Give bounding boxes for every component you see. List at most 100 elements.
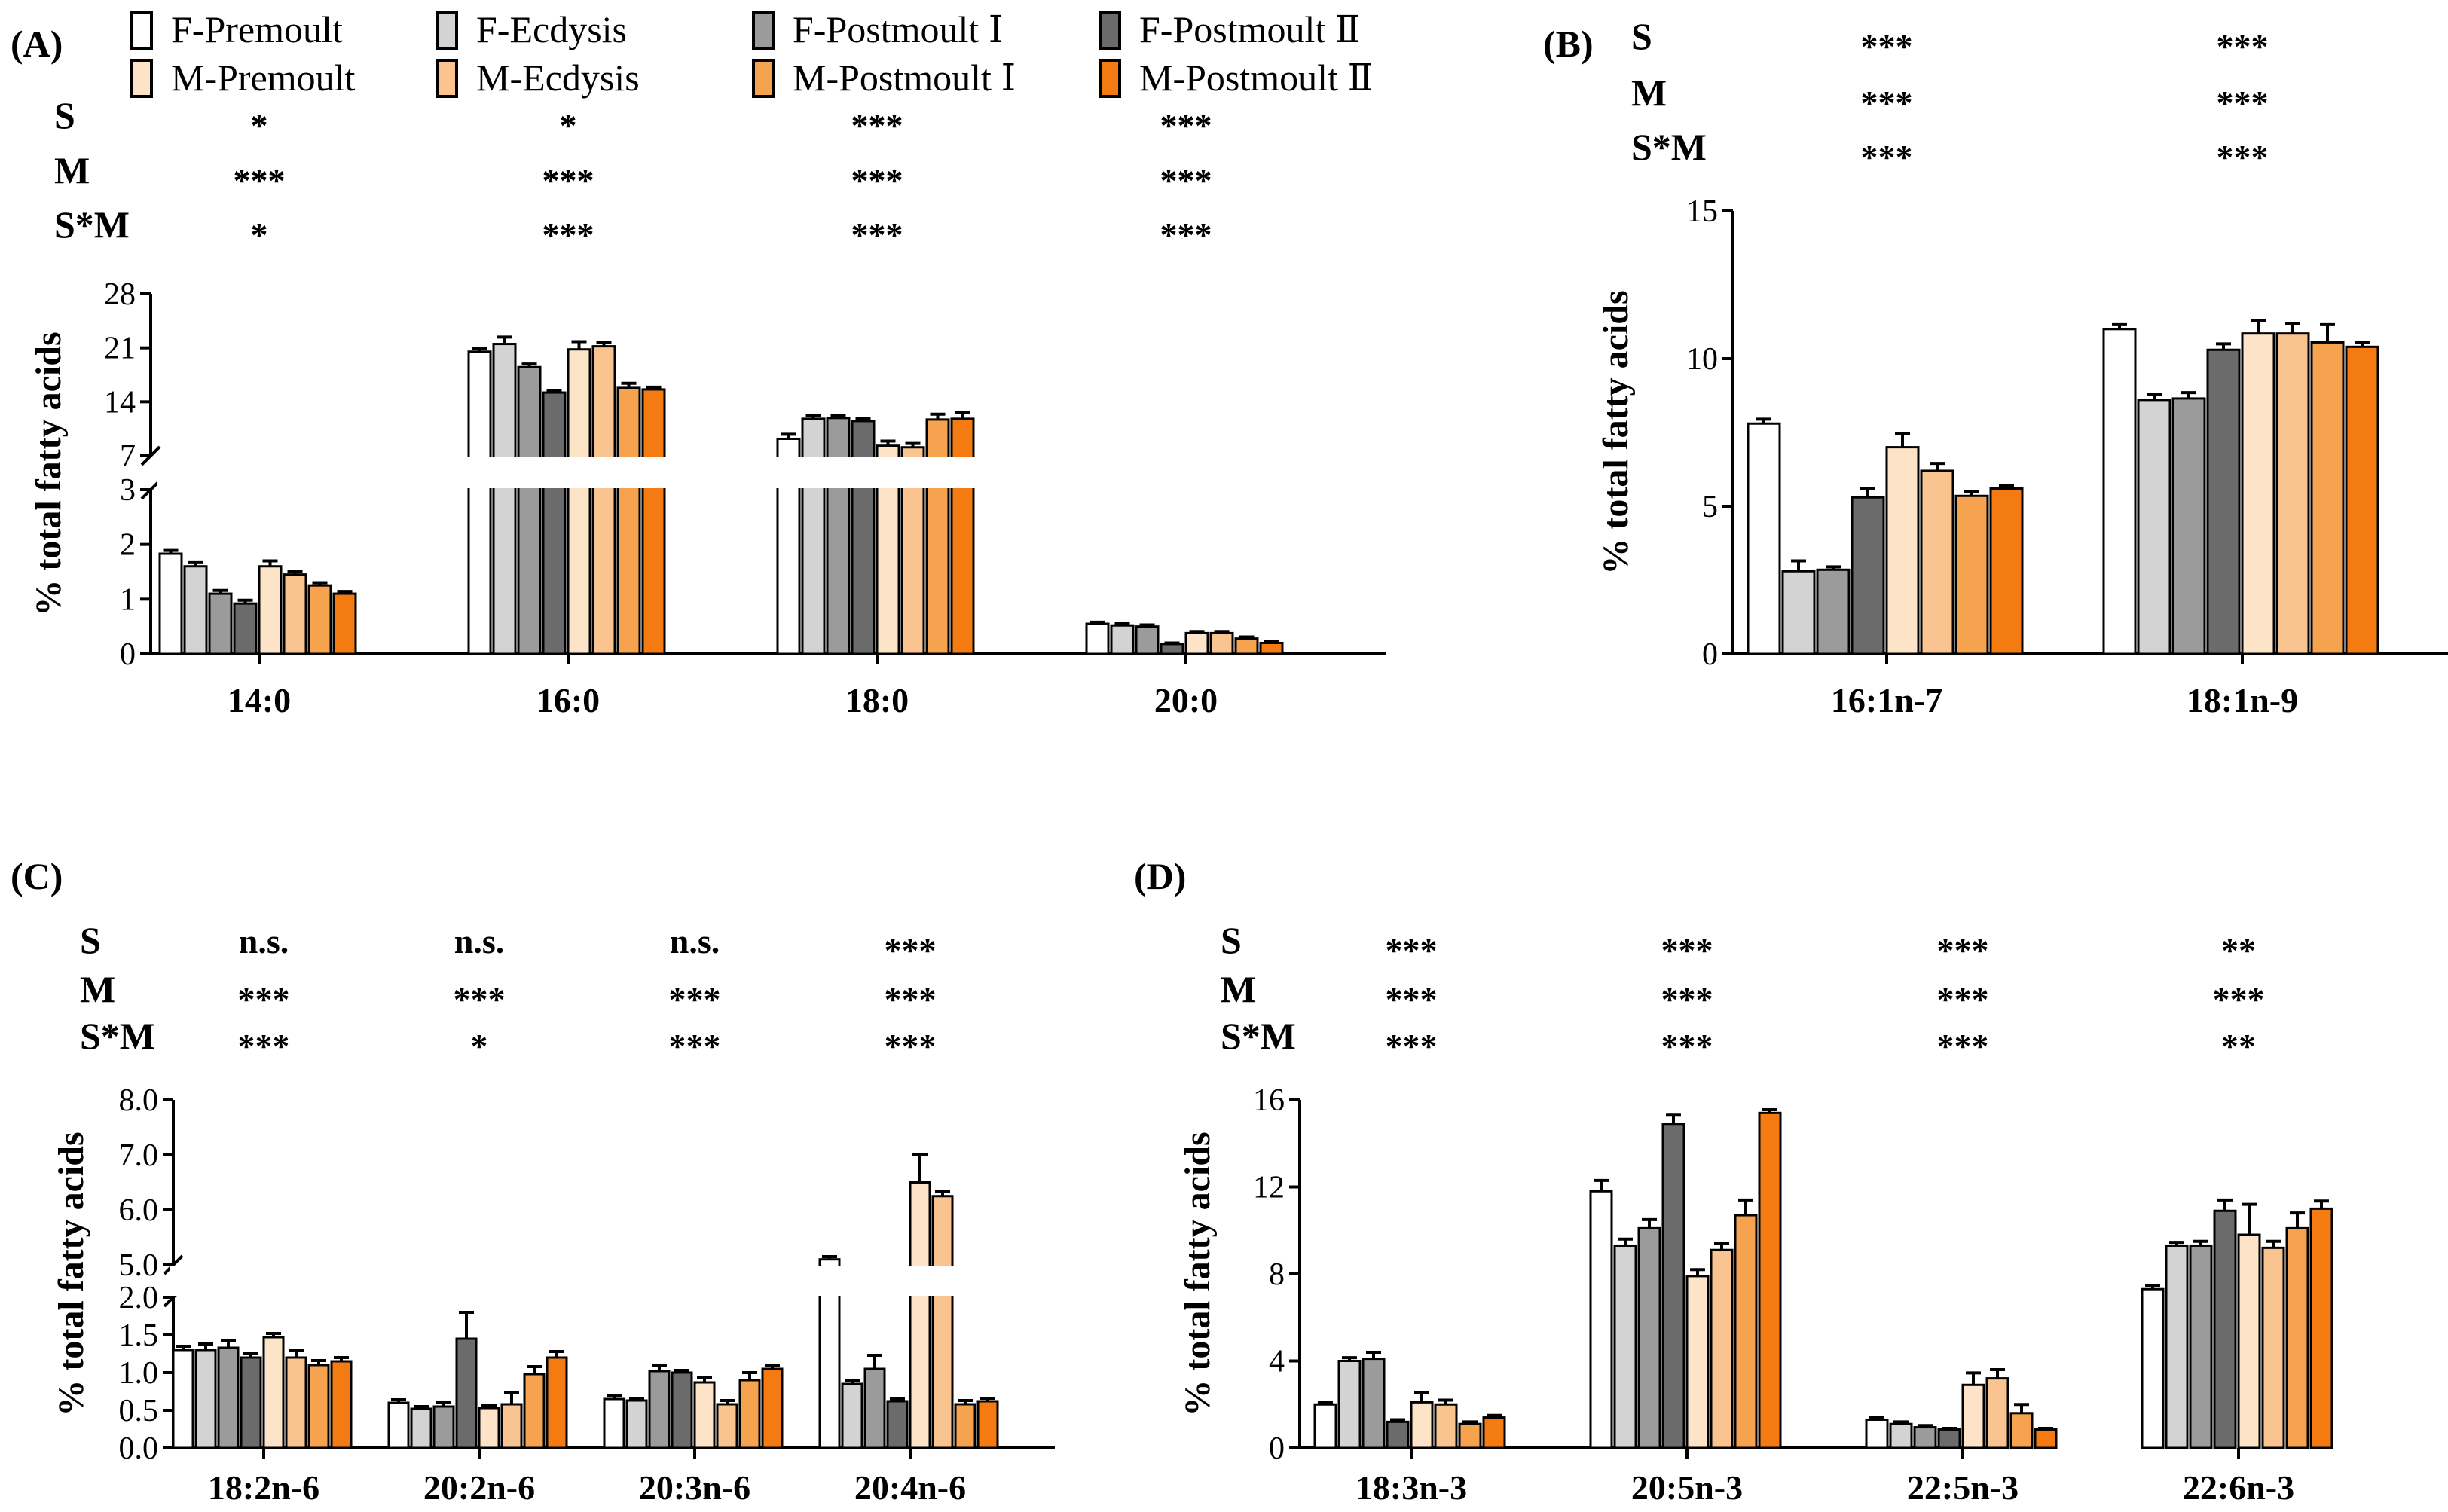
sig-mark: ***: [2217, 27, 2269, 66]
panel-label: (A): [11, 23, 63, 65]
category-label: 18:0: [845, 681, 909, 719]
y-tick-label: 21: [104, 331, 136, 366]
error-bar: [1239, 635, 1255, 639]
sig-mark: *: [560, 106, 577, 145]
error-bar: [646, 385, 662, 389]
error-bar: [720, 1399, 735, 1404]
error-bar: [237, 598, 253, 604]
category-label: 14:0: [228, 681, 291, 719]
sig-mark: ***: [238, 980, 290, 1019]
sig-mark: ***: [1160, 215, 1212, 254]
bar: [1613, 1244, 1637, 1449]
bar: [648, 1370, 671, 1449]
bar: [194, 1349, 217, 1449]
error-bar: [822, 1255, 837, 1260]
error-bar: [1738, 1198, 1753, 1216]
bar: [2345, 345, 2379, 655]
error-bar: [266, 1332, 281, 1337]
error-bar: [607, 1394, 622, 1399]
error-bar: [497, 335, 512, 344]
bar: [233, 602, 258, 655]
y-tick-label: 5: [1702, 490, 1718, 524]
error-bar: [289, 1349, 304, 1358]
error-bar: [1893, 1420, 1909, 1425]
category-label: 18:1n-9: [2187, 681, 2298, 719]
y-tick-label: 8: [1269, 1257, 1285, 1292]
legend-swatch: [436, 59, 458, 98]
bar: [641, 388, 666, 655]
legend-swatch: [752, 59, 775, 98]
legend-label: M-Premoult: [171, 57, 356, 99]
bar-break-gap: [1083, 457, 1285, 488]
bar: [738, 1379, 761, 1449]
bar: [1410, 1401, 1434, 1449]
sig-mark: ***: [542, 215, 594, 254]
bar: [761, 1367, 784, 1449]
panel-b: (B) S *** *** M *** *** S*M *** *** 0 5 10 15 % total …: [1543, 15, 2448, 719]
error-bar: [905, 441, 921, 447]
y-axis-label: % total fatty acids: [29, 331, 69, 615]
y-tick-label: 1.0: [119, 1356, 159, 1391]
bar: [307, 1364, 330, 1449]
error-bar: [781, 432, 796, 439]
bar: [693, 1381, 716, 1449]
bar-break-gap: [157, 457, 359, 488]
bar: [801, 417, 826, 655]
error-bar: [830, 414, 846, 418]
bar: [2189, 1244, 2213, 1449]
category-label: 20:3n-6: [639, 1468, 750, 1507]
sig-mark: ***: [1861, 84, 1913, 122]
error-bar: [472, 347, 487, 352]
sig-mark: ***: [1937, 980, 1989, 1019]
y-tick-label: 0.5: [119, 1394, 159, 1428]
sig-mark: ***: [1160, 106, 1212, 145]
bar: [1889, 1422, 1913, 1449]
error-bar: [176, 1345, 191, 1350]
error-bar: [1690, 1268, 1705, 1276]
bar: [258, 565, 283, 655]
bar: [1865, 1418, 1889, 1449]
sig-mark: ***: [1937, 931, 1989, 970]
error-bar: [1438, 1398, 1453, 1405]
y-tick-label: 14: [104, 385, 136, 420]
y-tick-label: 7.0: [119, 1138, 159, 1173]
error-bar: [1487, 1413, 1502, 1418]
error-bar: [2216, 342, 2231, 350]
bar-break-gap: [170, 1266, 354, 1296]
bar: [591, 345, 616, 655]
category-label: 20:0: [1154, 681, 1218, 719]
bar: [1637, 1226, 1661, 1449]
error-bar: [1895, 432, 1910, 447]
error-bar: [652, 1364, 667, 1371]
category-label: 20:4n-6: [854, 1468, 966, 1507]
bar: [1913, 1426, 1937, 1449]
error-bar: [805, 414, 821, 419]
sig-mark: **: [2221, 931, 2256, 970]
bar: [976, 1400, 999, 1449]
error-bar: [2251, 319, 2266, 334]
error-bar: [2038, 1427, 2053, 1431]
error-bar: [1594, 1178, 1609, 1192]
sig-mark: ***: [1386, 980, 1438, 1019]
error-bar: [243, 1352, 258, 1358]
bar: [2034, 1428, 2058, 1449]
error-bar: [1090, 620, 1105, 625]
sig-mark: ***: [2217, 84, 2269, 122]
error-bar: [262, 559, 278, 567]
category-label: 22:6n-3: [2183, 1468, 2294, 1507]
bar: [208, 592, 233, 655]
bar: [1685, 1275, 1710, 1449]
error-bar: [1791, 559, 1806, 572]
bar: [1259, 641, 1284, 655]
error-bar: [1139, 623, 1155, 627]
y-tick-label: 10: [1686, 342, 1718, 377]
bar: [616, 386, 641, 655]
bar: [2285, 1226, 2309, 1449]
bar: [2213, 1209, 2237, 1449]
y-tick-label: 4: [1269, 1345, 1285, 1379]
y-tick-label: 0: [120, 637, 136, 672]
y-axis-label: % total fatty acids: [1596, 290, 1636, 574]
y-tick-label: 2: [120, 528, 136, 563]
bar: [546, 1356, 568, 1449]
error-bar: [912, 1153, 928, 1183]
